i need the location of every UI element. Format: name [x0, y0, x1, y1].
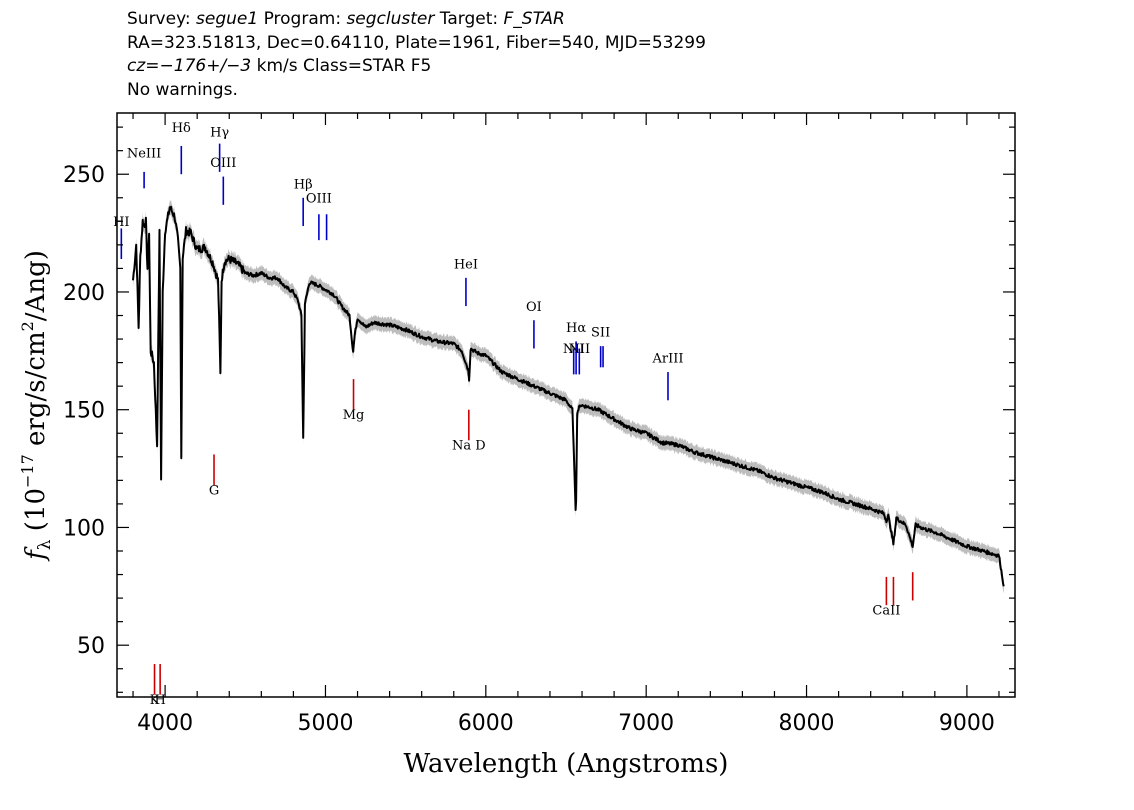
- class-text: km/s Class=STAR F5: [251, 56, 432, 76]
- y-tick-label: 250: [63, 163, 105, 188]
- line-label-2: Hδ: [172, 121, 191, 136]
- target-label: Target:: [434, 9, 504, 29]
- program-value: segcluster: [346, 9, 435, 29]
- line-label-9: OI: [526, 300, 542, 315]
- line-label-4: OIII: [210, 156, 236, 171]
- header-line-coordinates: RA=323.51813, Dec=0.64110, Plate=1961, F…: [127, 32, 706, 53]
- line-label-3: Hγ: [210, 126, 229, 141]
- line-label-21: CaII: [872, 604, 900, 619]
- line-label-0: HI: [113, 215, 129, 230]
- tick-layer: 4000 5000 6000 7000 8000 9000 50 100 150 200 250: [63, 113, 1015, 736]
- x-tick-label: 9000: [939, 711, 995, 736]
- program-label: Program:: [258, 9, 347, 29]
- error-band-layer: [133, 199, 1004, 594]
- line-label-11: Hα: [566, 321, 586, 336]
- y-axis-title: fλ (10−17 erg/s/cm2/Ang): [18, 250, 55, 562]
- line-label-12: NII: [568, 342, 590, 357]
- target-value: F_STAR: [503, 9, 565, 29]
- line-label-18: G: [209, 483, 219, 498]
- line-label-6: OIII: [306, 191, 332, 206]
- line-label-8: HeI: [454, 257, 478, 272]
- x-axis-title: Wavelength (Angstroms): [404, 749, 729, 779]
- line-label-19: Mg: [343, 408, 365, 423]
- survey-value: segue1: [196, 9, 259, 29]
- line-label-16: K: [150, 693, 160, 708]
- line-label-13: SII: [591, 326, 610, 341]
- y-tick-label: 50: [77, 634, 105, 659]
- y-tick-label: 200: [63, 281, 105, 306]
- x-tick-label: 4000: [137, 711, 193, 736]
- header-line-redshift: cz=−176+/−3 km/s Class=STAR F5: [127, 55, 706, 79]
- x-tick-label: 6000: [458, 711, 514, 736]
- header-line-warnings: No warnings.: [127, 79, 238, 100]
- flux-layer: [132, 205, 1005, 587]
- survey-label: Survey:: [127, 9, 197, 29]
- line-label-15: ArIII: [651, 352, 683, 367]
- line-label-20: Na D: [452, 439, 486, 454]
- axes-layer: [116, 112, 1016, 698]
- line-label-17: H: [154, 693, 165, 708]
- svg-text:fλ (10−17 erg/s/cm2/Ang): fλ (10−17 erg/s/cm2/Ang): [18, 250, 55, 562]
- flux-series-line: [132, 205, 1005, 587]
- header-line-survey: Survey: segue1 Program: segcluster Targe…: [127, 8, 706, 32]
- x-tick-label: 5000: [297, 711, 353, 736]
- flux-error-band: [133, 199, 1004, 594]
- line-label-5: Hβ: [294, 177, 313, 192]
- x-tick-label: 7000: [618, 711, 674, 736]
- cz-value: cz=−176+/−3: [127, 56, 252, 76]
- y-tick-label: 150: [63, 399, 105, 424]
- y-tick-label: 100: [63, 516, 105, 541]
- spectrum-header: Survey: segue1 Program: segcluster Targe…: [127, 8, 706, 102]
- line-label-1: NeIII: [127, 147, 161, 162]
- x-tick-label: 8000: [779, 711, 835, 736]
- plot-frame: [116, 112, 1016, 698]
